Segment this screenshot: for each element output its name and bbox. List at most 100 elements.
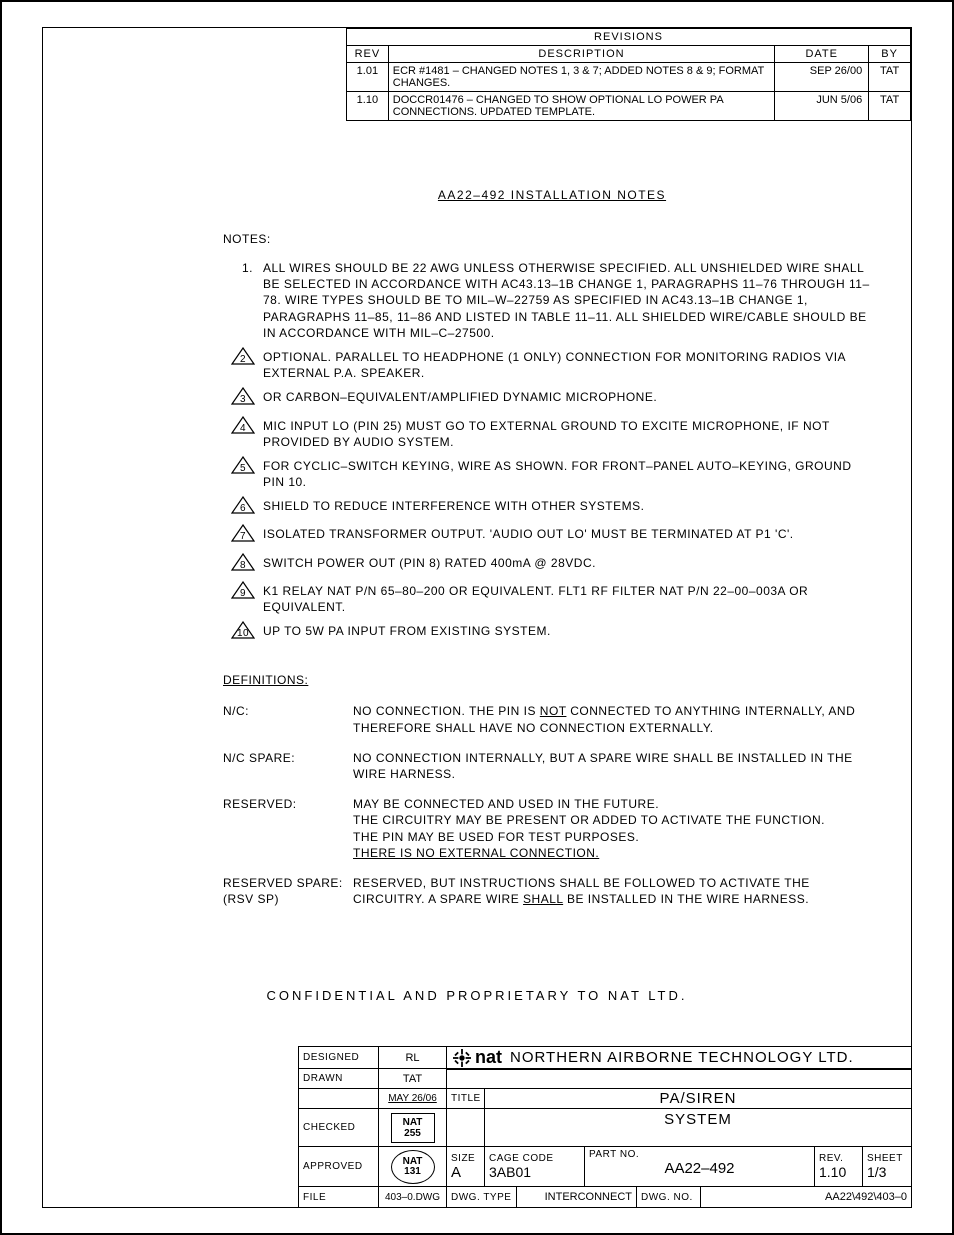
drawing-sheet: REVISIONS REV DESCRIPTION DATE BY 1.01EC… bbox=[0, 0, 954, 1235]
definition-item: N/C:NO CONNECTION. THE PIN IS NOT CONNEC… bbox=[223, 703, 881, 735]
note-text: FOR CYCLIC–SWITCH KEYING, WIRE AS SHOWN.… bbox=[263, 458, 881, 490]
flag-triangle-icon: 3 bbox=[231, 389, 253, 405]
title-line2: SYSTEM bbox=[485, 1109, 911, 1146]
dwgtype-value: INTERCONNECT bbox=[517, 1187, 637, 1207]
note-number: 3 bbox=[223, 389, 263, 409]
file-label: FILE bbox=[299, 1187, 379, 1207]
flag-triangle-icon: 7 bbox=[231, 526, 253, 542]
designed-value: RL bbox=[379, 1047, 447, 1068]
note-item: 1.ALL WIRES SHOULD BE 22 AWG UNLESS OTHE… bbox=[223, 260, 881, 341]
dwgno-label: DWG. NO. bbox=[637, 1187, 701, 1207]
note-number: 6 bbox=[223, 498, 263, 518]
company-cell: nat NORTHERN AIRBORNE TECHNOLOGY LTD. bbox=[447, 1047, 911, 1068]
note-text: SHIELD TO REDUCE INTERFERENCE WITH OTHER… bbox=[263, 498, 881, 518]
sheet-cell: SHEET 1/3 bbox=[863, 1147, 911, 1186]
revisions-table: REVISIONS REV DESCRIPTION DATE BY 1.01EC… bbox=[346, 28, 911, 121]
rev-col-by: BY bbox=[869, 46, 911, 63]
definition-item: RESERVED:MAY BE CONNECTED AND USED IN TH… bbox=[223, 796, 881, 861]
rev-date: SEP 26/00 bbox=[775, 63, 869, 92]
note-number: 4 bbox=[223, 418, 263, 450]
revision-row: 1.01ECR #1481 – CHANGED NOTES 1, 3 & 7; … bbox=[347, 63, 911, 92]
note-text: MIC INPUT LO (PIN 25) MUST GO TO EXTERNA… bbox=[263, 418, 881, 450]
size-cell: SIZE A bbox=[447, 1147, 485, 1186]
svg-text:2: 2 bbox=[240, 354, 246, 365]
file-value: 403–0.DWG bbox=[379, 1187, 447, 1207]
drawn-value: TAT bbox=[379, 1069, 447, 1088]
note-number: 9 bbox=[223, 583, 263, 615]
rev-date: JUN 5/06 bbox=[775, 92, 869, 121]
title-label: TITLE bbox=[447, 1089, 485, 1108]
definition-item: N/C SPARE:NO CONNECTION INTERNALLY, BUT … bbox=[223, 750, 881, 782]
svg-text:4: 4 bbox=[240, 423, 246, 434]
rev-desc: DOCCR01476 – CHANGED TO SHOW OPTIONAL LO… bbox=[388, 92, 774, 121]
definition-term: N/C: bbox=[223, 703, 353, 735]
drawing-frame: REVISIONS REV DESCRIPTION DATE BY 1.01EC… bbox=[42, 27, 912, 1208]
rev-col-desc: DESCRIPTION bbox=[388, 46, 774, 63]
definition-text: NO CONNECTION. THE PIN IS NOT CONNECTED … bbox=[353, 703, 881, 735]
rev-cell: REV. 1.10 bbox=[815, 1147, 863, 1186]
notes-label: NOTES: bbox=[223, 232, 881, 246]
rev-col-date: DATE bbox=[775, 46, 869, 63]
title-area-top bbox=[447, 1069, 911, 1088]
checked-stamp: NAT255 bbox=[379, 1109, 447, 1146]
note-item: 5 FOR CYCLIC–SWITCH KEYING, WIRE AS SHOWN… bbox=[223, 458, 881, 490]
svg-text:5: 5 bbox=[240, 463, 246, 474]
note-number: 2 bbox=[223, 349, 263, 381]
drawn-label: DRAWN bbox=[299, 1069, 379, 1088]
definition-item: RESERVED SPARE:(RSV SP)RESERVED, BUT INS… bbox=[223, 875, 881, 907]
rev-num: 1.10 bbox=[347, 92, 389, 121]
note-text: K1 RELAY NAT P/N 65–80–200 OR EQUIVALENT… bbox=[263, 583, 881, 615]
svg-text:9: 9 bbox=[240, 588, 246, 599]
flag-triangle-icon: 6 bbox=[231, 498, 253, 514]
note-number: 7 bbox=[223, 526, 263, 546]
definition-text: MAY BE CONNECTED AND USED IN THE FUTURE.… bbox=[353, 796, 881, 861]
cage-cell: CAGE CODE 3AB01 bbox=[485, 1147, 585, 1186]
notes-content: AA22–492 INSTALLATION NOTES NOTES: 1.ALL… bbox=[223, 188, 881, 921]
definition-text: NO CONNECTION INTERNALLY, BUT A SPARE WI… bbox=[353, 750, 881, 782]
flag-triangle-icon: 10 bbox=[231, 623, 253, 639]
flag-triangle-icon: 9 bbox=[231, 583, 253, 599]
svg-text:6: 6 bbox=[240, 503, 246, 514]
svg-text:3: 3 bbox=[240, 394, 246, 405]
approved-label: APPROVED bbox=[299, 1147, 379, 1186]
date-value: MAY 26/06 bbox=[379, 1089, 447, 1108]
note-item: 6 SHIELD TO REDUCE INTERFERENCE WITH OTHE… bbox=[223, 498, 881, 518]
checked-label: CHECKED bbox=[299, 1109, 379, 1146]
flag-triangle-icon: 5 bbox=[231, 458, 253, 474]
company-name: NORTHERN AIRBORNE TECHNOLOGY LTD. bbox=[510, 1049, 854, 1066]
note-number: 8 bbox=[223, 555, 263, 575]
rev-by: TAT bbox=[869, 63, 911, 92]
note-text: OPTIONAL. PARALLEL TO HEADPHONE (1 ONLY)… bbox=[263, 349, 881, 381]
note-text: OR CARBON–EQUIVALENT/AMPLIFIED DYNAMIC M… bbox=[263, 389, 881, 409]
note-text: ISOLATED TRANSFORMER OUTPUT. 'AUDIO OUT … bbox=[263, 526, 881, 546]
note-item: 3 OR CARBON–EQUIVALENT/AMPLIFIED DYNAMIC … bbox=[223, 389, 881, 409]
rev-by: TAT bbox=[869, 92, 911, 121]
revision-row: 1.10DOCCR01476 – CHANGED TO SHOW OPTIONA… bbox=[347, 92, 911, 121]
svg-text:8: 8 bbox=[240, 560, 246, 571]
note-number: 10 bbox=[223, 623, 263, 643]
confidential-notice: CONFIDENTIAL AND PROPRIETARY TO NAT LTD. bbox=[43, 988, 911, 1003]
note-text: ALL WIRES SHOULD BE 22 AWG UNLESS OTHERW… bbox=[263, 260, 881, 341]
note-item: 7 ISOLATED TRANSFORMER OUTPUT. 'AUDIO OUT… bbox=[223, 526, 881, 546]
note-item: 10UP TO 5W PA INPUT FROM EXISTING SYSTEM… bbox=[223, 623, 881, 643]
note-number: 5 bbox=[223, 458, 263, 490]
rev-num: 1.01 bbox=[347, 63, 389, 92]
svg-text:7: 7 bbox=[240, 531, 246, 542]
nat-logo: nat bbox=[453, 1047, 502, 1068]
dwgno-value: AA22\492\403–0 bbox=[701, 1187, 911, 1207]
title-block: DESIGNED RL nat NORTHERN AIRBORNE TECHNO… bbox=[298, 1046, 911, 1207]
definition-text: RESERVED, BUT INSTRUCTIONS SHALL BE FOLL… bbox=[353, 875, 881, 907]
note-text: SWITCH POWER OUT (PIN 8) RATED 400mA @ 2… bbox=[263, 555, 881, 575]
approved-stamp: NAT131 bbox=[379, 1147, 447, 1186]
rev-col-rev: REV bbox=[347, 46, 389, 63]
part-cell: PART NO. AA22–492 bbox=[585, 1147, 815, 1186]
note-item: 8 SWITCH POWER OUT (PIN 8) RATED 400mA @ … bbox=[223, 555, 881, 575]
flag-triangle-icon: 8 bbox=[231, 555, 253, 571]
definition-term: N/C SPARE: bbox=[223, 750, 353, 782]
designed-label: DESIGNED bbox=[299, 1047, 379, 1068]
title-line1: PA/SIREN bbox=[485, 1089, 911, 1108]
date-cell-empty bbox=[299, 1089, 379, 1108]
note-item: 4 MIC INPUT LO (PIN 25) MUST GO TO EXTERN… bbox=[223, 418, 881, 450]
note-number: 1. bbox=[223, 260, 263, 341]
flag-triangle-icon: 2 bbox=[231, 349, 253, 365]
